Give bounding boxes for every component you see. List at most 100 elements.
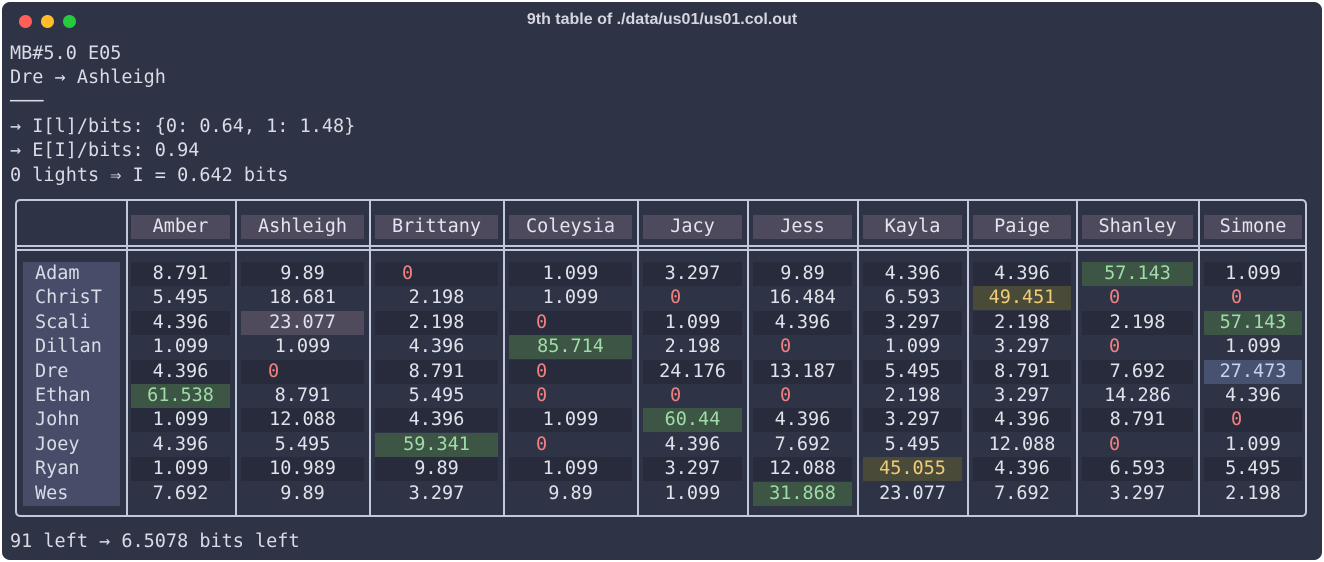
table-cell: 0	[509, 310, 632, 335]
column-divider	[747, 201, 749, 515]
table-cell: 1.099	[509, 457, 632, 482]
table-cell: 18.681	[269, 287, 336, 309]
row-names-background	[23, 262, 120, 506]
column-header: Ashleigh	[241, 215, 364, 239]
table-cell: 1.099	[643, 310, 742, 335]
table-cell: 10.989	[241, 457, 364, 482]
table-cell: 4.396	[973, 457, 1071, 482]
table-cell: 4.396	[131, 359, 230, 384]
table-cell: 23.077	[241, 310, 364, 335]
table-cell: 0	[1109, 433, 1121, 455]
table-cell: 59.341	[375, 432, 498, 457]
close-window-button[interactable]	[19, 15, 32, 28]
table-cell: 4.396	[408, 336, 465, 358]
table-cell: 9.89	[548, 482, 593, 504]
table-cell: 8.791	[1082, 408, 1193, 433]
table-cell: 24.176	[643, 359, 742, 384]
column-divider	[369, 201, 371, 515]
table-cell: 6.593	[1082, 457, 1193, 482]
column-header: Simone	[1204, 215, 1302, 239]
table-cell: 1.099	[664, 482, 721, 504]
table-cell: 12.088	[988, 433, 1056, 455]
table-cell: 1.099	[1225, 336, 1281, 358]
table-cell: 2.198	[1225, 482, 1281, 504]
table-cell: 8.791	[973, 359, 1071, 384]
table-cell: 57.143	[1204, 310, 1302, 335]
row-name: John	[35, 409, 80, 431]
row-name: Scali	[35, 311, 91, 333]
table-cell: 9.89	[375, 457, 498, 482]
row-name: Joey	[35, 433, 80, 455]
table-cell: 45.055	[863, 457, 962, 482]
separator-line: ───	[10, 91, 44, 112]
table-cell: 4.396	[753, 408, 852, 433]
table-cell: 0	[1109, 287, 1121, 309]
column-header: Jacy	[643, 215, 742, 239]
column-divider	[857, 201, 859, 515]
table-cell: 1.099	[542, 287, 599, 309]
table-cell: 3.297	[643, 262, 742, 286]
table-cell: 1.099	[884, 336, 941, 358]
table-cell: 0	[375, 262, 498, 286]
table-cell: 0	[241, 359, 364, 384]
table-cell: 7.692	[994, 482, 1050, 504]
table-cell: 0	[1231, 287, 1243, 309]
table-cell: 9.89	[241, 262, 364, 286]
table-cell: 12.088	[241, 408, 364, 433]
table-cell: 2.198	[375, 310, 498, 335]
table-cell: 2.198	[973, 310, 1071, 335]
table-cell: 0	[670, 385, 682, 406]
table-cell: 16.484	[769, 287, 836, 309]
column-header: Coleysia	[509, 215, 632, 239]
expected-info-line: → E[I]/bits: 0.94	[10, 140, 200, 161]
table-cell: 5.495	[1204, 457, 1302, 482]
row-name: Wes	[35, 482, 69, 504]
table-cell: 61.538	[131, 384, 230, 408]
table-cell: 1.099	[131, 408, 230, 433]
column-divider	[503, 201, 505, 515]
column-divider	[235, 201, 237, 515]
table-cell: 5.495	[863, 359, 962, 384]
table-cell: 3.297	[863, 310, 962, 335]
table-cell: 5.495	[408, 385, 465, 406]
table-cell: 0	[1109, 336, 1121, 358]
table-cell: 3.297	[408, 482, 465, 504]
table-cell: 4.396	[1225, 385, 1281, 406]
column-header: Brittany	[375, 215, 498, 239]
table-cell: 5.495	[152, 287, 209, 309]
table-cell: 4.396	[131, 310, 230, 335]
table-cell: 5.495	[274, 433, 331, 455]
title-bar: 9th table of ./data/us01/us01.col.out	[2, 2, 1322, 40]
table-cell: 1.099	[152, 336, 209, 358]
table-cell: 0	[780, 336, 792, 358]
column-divider	[1198, 201, 1200, 515]
table-cell: 57.143	[1082, 262, 1193, 286]
column-header: Paige	[973, 215, 1071, 239]
table-cell: 4.396	[664, 433, 721, 455]
info-bits-line: → I[l]/bits: {0: 0.64, 1: 1.48}	[10, 116, 356, 137]
minimize-window-button[interactable]	[41, 15, 54, 28]
table-cell: 85.714	[509, 335, 632, 360]
table-cell: 23.077	[879, 482, 946, 504]
table-cell: 2.198	[1082, 310, 1193, 335]
column-header: Jess	[753, 215, 852, 239]
table-cell: 4.396	[753, 310, 852, 335]
table-cell: 0	[670, 287, 682, 309]
table-cell: 0	[780, 385, 792, 406]
table-cell: 8.791	[131, 262, 230, 286]
table-cell: 5.495	[884, 433, 941, 455]
table-cell: 49.451	[973, 286, 1071, 311]
lights-result-line: 0 lights ⇒ I = 0.642 bits	[10, 165, 289, 186]
table-cell: 8.791	[375, 359, 498, 384]
table-cell: 8.791	[274, 385, 331, 406]
maximize-window-button[interactable]	[63, 15, 76, 28]
table-cell: 7.692	[774, 433, 831, 455]
table-cell: 0	[1204, 408, 1302, 433]
probability-table: Amber Ashleigh Brittany Coleysia Jacy Jess Kay…	[15, 199, 1307, 517]
table-cell: 4.396	[375, 408, 498, 433]
table-cell: 1.099	[509, 408, 632, 433]
column-divider	[126, 201, 128, 515]
column-divider	[1076, 201, 1078, 515]
column-header: Shanley	[1082, 215, 1193, 239]
table-cell: 60.44	[643, 408, 742, 433]
